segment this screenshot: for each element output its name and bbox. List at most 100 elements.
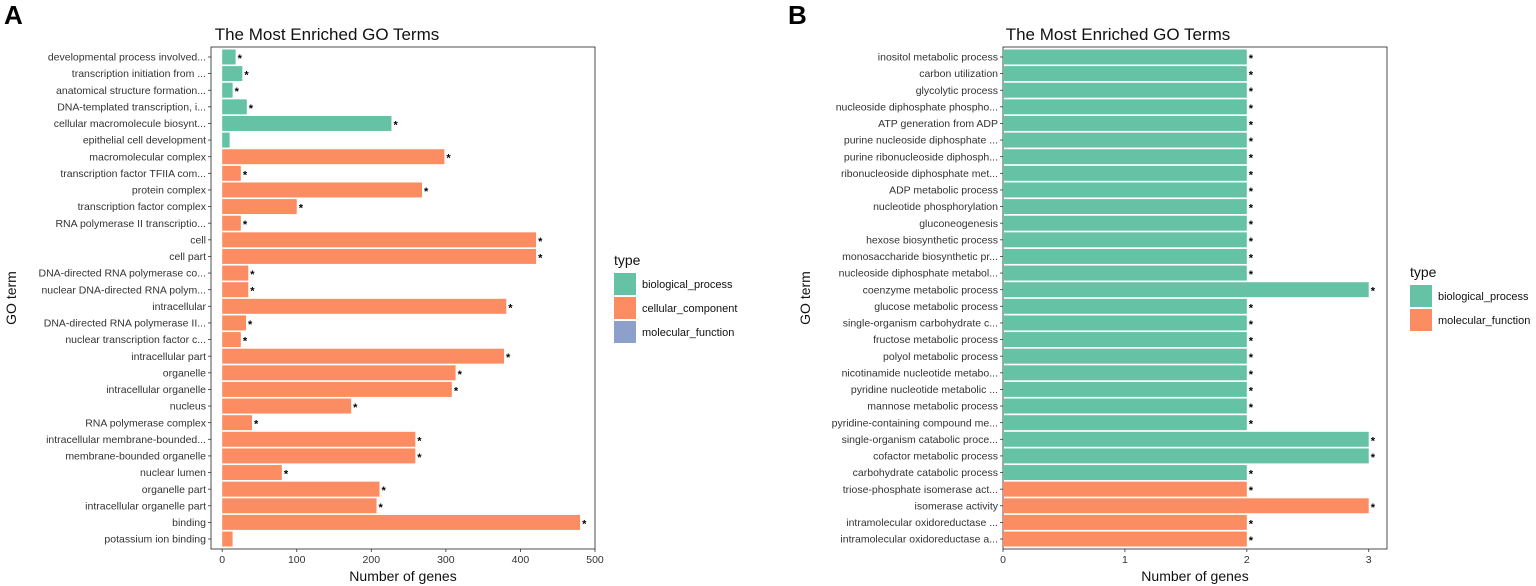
bar <box>1003 315 1247 331</box>
significance-star: * <box>244 70 249 82</box>
y-tick-label: single-organism carbohydrate c... <box>843 318 998 330</box>
legend-label: molecular_function <box>1438 315 1530 327</box>
y-tick-label: coenzyme metabolic process <box>863 284 998 296</box>
significance-star: * <box>238 53 243 65</box>
significance-star: * <box>299 203 304 215</box>
significance-star: * <box>1249 469 1254 481</box>
y-tick-label: glucose metabolic process <box>874 301 998 313</box>
x-tick-label: 1 <box>1122 554 1128 566</box>
y-tick-label: intramolecular oxidoreductase a... <box>840 534 998 546</box>
y-tick-label: ribonucleoside diphosphate met... <box>841 168 998 180</box>
bar <box>222 99 247 115</box>
significance-star: * <box>1249 269 1254 281</box>
y-tick-label: intracellular membrane-bounded... <box>46 434 206 446</box>
x-tick-label: 2 <box>1244 554 1250 566</box>
bar <box>222 315 247 331</box>
y-tick-label: ATP generation from ADP <box>878 118 998 130</box>
significance-star: * <box>254 419 259 431</box>
bar <box>222 332 241 348</box>
x-tick-label: 0 <box>219 554 225 566</box>
significance-star: * <box>1249 203 1254 215</box>
significance-star: * <box>1249 86 1254 98</box>
significance-star: * <box>235 86 240 98</box>
significance-star: * <box>417 435 422 447</box>
y-tick-label: triose-phosphate isomerase act... <box>843 484 998 496</box>
bar <box>222 265 249 281</box>
bar <box>222 298 507 314</box>
y-tick-label: intracellular organelle <box>106 384 206 396</box>
y-tick-label: protein complex <box>132 185 207 197</box>
bar <box>1003 282 1369 298</box>
bar <box>1003 82 1247 98</box>
significance-star: * <box>1249 402 1254 414</box>
bar <box>222 398 352 414</box>
legend-label: biological_process <box>1438 291 1529 303</box>
y-tick-label: organelle part <box>142 484 206 496</box>
bar <box>1003 415 1247 431</box>
significance-star: * <box>454 385 459 397</box>
bar <box>222 415 253 431</box>
significance-star: * <box>1249 219 1254 231</box>
bar <box>222 465 282 481</box>
bar <box>1003 49 1247 65</box>
bar <box>1003 115 1247 131</box>
bar <box>222 448 416 464</box>
y-tick-label: purine ribonucleoside diphosph... <box>844 151 998 163</box>
y-tick-label: cellular macromolecule biosynt... <box>54 118 206 130</box>
significance-star: * <box>1249 518 1254 530</box>
significance-star: * <box>1249 302 1254 314</box>
bar <box>222 165 241 181</box>
y-tick-label: inositol metabolic process <box>878 52 998 64</box>
bar <box>222 66 243 82</box>
panel-letter: A <box>4 0 23 30</box>
significance-star: * <box>284 469 289 481</box>
x-tick-label: 400 <box>512 554 530 566</box>
significance-star: * <box>582 518 587 530</box>
y-tick-label: nucleus <box>170 401 206 413</box>
significance-star: * <box>382 485 387 497</box>
y-tick-label: cell <box>190 234 206 246</box>
y-tick-label: nucleotide phosphorylation <box>873 201 998 213</box>
legend-swatch <box>1410 309 1432 331</box>
y-tick-label: intramolecular oxidoreductase ... <box>846 517 998 529</box>
bar <box>222 381 452 397</box>
y-tick-label: nucleoside diphosphate phospho... <box>836 101 998 113</box>
significance-star: * <box>248 319 253 331</box>
significance-star: * <box>538 252 543 264</box>
bar <box>1003 498 1369 514</box>
x-tick-label: 3 <box>1366 554 1372 566</box>
bar <box>222 498 377 514</box>
y-tick-label: polyol metabolic process <box>883 351 998 363</box>
y-tick-label: purine nucleoside diphosphate ... <box>844 135 998 147</box>
y-tick-label: glycolytic process <box>916 85 998 97</box>
y-tick-label: binding <box>172 517 206 529</box>
y-tick-label: DNA-directed RNA polymerase II... <box>44 318 206 330</box>
y-tick-label: cell part <box>169 251 206 263</box>
bar <box>1003 232 1247 248</box>
significance-star: * <box>1249 53 1254 65</box>
bar <box>222 481 380 497</box>
y-tick-label: fructose metabolic process <box>873 334 998 346</box>
bar <box>222 149 445 165</box>
significance-star: * <box>1249 70 1254 82</box>
significance-star: * <box>1249 535 1254 547</box>
significance-star: * <box>1249 169 1254 181</box>
legend-swatch <box>614 321 636 343</box>
significance-star: * <box>1249 119 1254 131</box>
significance-star: * <box>446 153 451 165</box>
y-tick-label: intracellular organelle part <box>85 500 206 512</box>
significance-star: * <box>1249 252 1254 264</box>
significance-star: * <box>1249 319 1254 331</box>
bar <box>222 431 416 447</box>
significance-star: * <box>424 186 429 198</box>
bar <box>222 348 505 364</box>
y-tick-label: anatomical structure formation... <box>56 85 206 97</box>
significance-star: * <box>250 269 255 281</box>
bar <box>222 132 230 148</box>
bar <box>222 282 249 298</box>
y-tick-label: DNA-directed RNA polymerase co... <box>39 268 206 280</box>
y-tick-label: nuclear transcription factor c... <box>65 334 206 346</box>
bar <box>222 365 456 381</box>
y-tick-label: intracellular part <box>131 351 206 363</box>
